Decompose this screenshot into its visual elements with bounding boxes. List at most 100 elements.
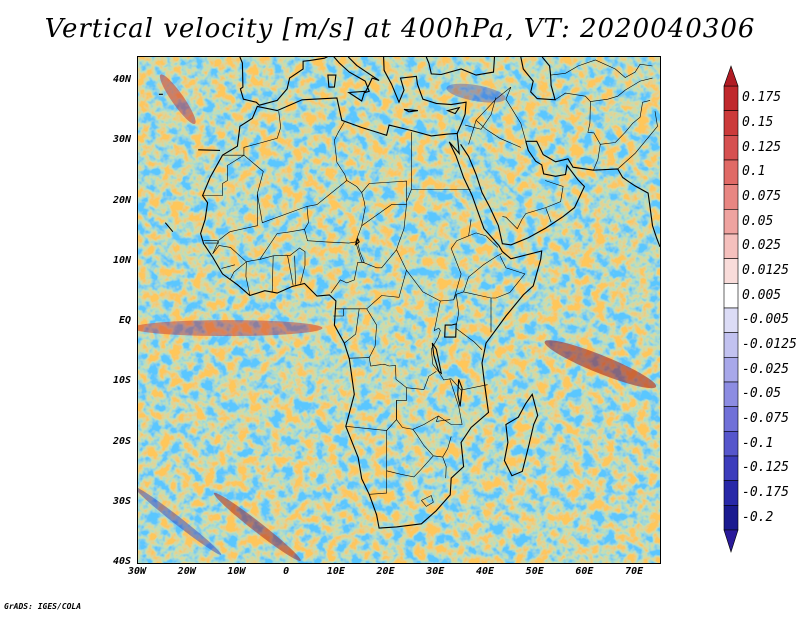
- country-border-line: [243, 111, 282, 156]
- colorbar-segment: [723, 283, 739, 309]
- colorbar-segment: [723, 258, 739, 284]
- colorbar-label: -0.0125: [742, 337, 797, 352]
- country-border-line: [435, 378, 463, 425]
- lon-tick-label: 40E: [475, 566, 495, 577]
- island-coastline: [198, 149, 221, 151]
- lat-tick-label: 40S: [112, 556, 131, 567]
- lake-coastline: [457, 379, 463, 407]
- country-border-line: [421, 495, 434, 507]
- colorbar-segment: [723, 357, 739, 383]
- colorbar-min-arrow: [723, 529, 739, 553]
- colorbar-label: 0.05: [742, 213, 774, 229]
- country-border-line: [554, 77, 653, 102]
- country-borders: [202, 59, 658, 507]
- country-border-line: [550, 59, 653, 78]
- colorbar-segment: [723, 505, 739, 531]
- black-sea-coastline: [425, 57, 496, 76]
- colorbar-label: -0.005: [742, 312, 789, 328]
- south-atlantic-updraft-streak: [213, 492, 301, 561]
- lon-tick-label: 10E: [326, 566, 345, 577]
- country-border-line: [212, 233, 247, 263]
- country-border-line: [545, 207, 552, 223]
- iberia-coastline: [239, 57, 329, 106]
- colorbar-segment: [723, 307, 739, 333]
- country-border-line: [333, 308, 344, 317]
- country-border-line: [366, 308, 377, 358]
- italy-coastline: [333, 57, 380, 94]
- country-border-line: [257, 193, 309, 260]
- iran-india-coastline: [525, 140, 660, 247]
- colorbar-label: 0.0125: [742, 263, 789, 278]
- island-coastline: [445, 106, 461, 115]
- island-coastline: [403, 108, 418, 113]
- lat-tick-label: 30N: [112, 134, 131, 146]
- colorbar-segment: [723, 159, 739, 185]
- lon-tick-label: 50E: [525, 566, 544, 577]
- country-border-line: [442, 456, 447, 479]
- north-atlantic-updraft-arc: [159, 74, 196, 124]
- country-border-line: [330, 243, 365, 294]
- colorbar-label: -0.1: [742, 435, 774, 451]
- lon-tick-label: 60E: [575, 566, 594, 577]
- country-border-line: [396, 204, 407, 250]
- country-border-line: [259, 247, 306, 284]
- island-coastline: [347, 90, 366, 102]
- country-border-line: [294, 255, 296, 285]
- colorbar-segment: [723, 110, 739, 136]
- colorbar-label: -0.025: [742, 361, 789, 377]
- country-border-line: [202, 154, 245, 196]
- country-border-line: [334, 121, 348, 181]
- country-border-line: [304, 229, 356, 244]
- country-border-line: [587, 100, 651, 145]
- colorbar-label: -0.05: [742, 386, 782, 402]
- country-border-line: [450, 219, 472, 300]
- country-border-line: [203, 240, 219, 244]
- colorbar-segment: [723, 85, 739, 111]
- footer-credit: GrADS: IGES/COLA: [4, 602, 82, 611]
- velocity-field-map: [138, 57, 660, 563]
- colorbar-label: -0.175: [742, 485, 789, 500]
- lon-tick-label: 70E: [625, 566, 644, 577]
- coastline: [158, 57, 660, 529]
- madagascar-coastline: [503, 393, 539, 477]
- lat-tick-label: 20S: [112, 435, 131, 447]
- country-border-line: [468, 232, 499, 248]
- country-border-line: [468, 119, 521, 148]
- country-border-line: [617, 111, 658, 170]
- itcz-updraft-band: [138, 320, 323, 337]
- colorbar-label: -0.125: [742, 460, 789, 476]
- colorbar-label: 0.125: [742, 139, 782, 155]
- country-border-line: [593, 144, 601, 171]
- country-border-line: [343, 308, 360, 344]
- lat-tick-label: 20N: [112, 194, 131, 206]
- caspian-coastline: [520, 57, 556, 101]
- colorbar-label: -0.2: [742, 509, 774, 525]
- colorbar-segment: [723, 135, 739, 161]
- lon-tick-label: 10W: [227, 566, 246, 577]
- colorbar-label: 0.15: [742, 115, 774, 130]
- lat-tick-label: 40N: [112, 74, 131, 86]
- colorbar-segment: [723, 406, 739, 432]
- lon-tick-label: 30E: [426, 566, 445, 577]
- country-border-line: [229, 261, 247, 281]
- colorbar-label: 0.025: [742, 238, 782, 254]
- lake-chad-outline: [354, 237, 360, 246]
- country-border-line: [455, 294, 483, 351]
- colorbar-label: 0.005: [742, 287, 782, 303]
- lake-coastline: [444, 323, 457, 338]
- country-border-line: [475, 86, 527, 142]
- colorbar-segment: [723, 431, 739, 457]
- island-coastline: [327, 74, 337, 88]
- balkans-turkey-levant-coastline: [383, 57, 467, 134]
- chart-title: Vertical velocity [m/s] at 400hPa, VT: 2…: [44, 14, 756, 44]
- africa-coastline: [200, 97, 543, 529]
- colorbar-label: -0.075: [742, 411, 789, 426]
- lat-tick-label: 10S: [112, 375, 131, 387]
- feature-bands: [138, 74, 657, 561]
- country-border-line: [355, 241, 397, 269]
- colorbar-segment: [723, 209, 739, 235]
- colorbar-segment: [723, 184, 739, 210]
- velocity-field-texture: [138, 57, 660, 563]
- lat-tick-label: 30S: [112, 495, 131, 507]
